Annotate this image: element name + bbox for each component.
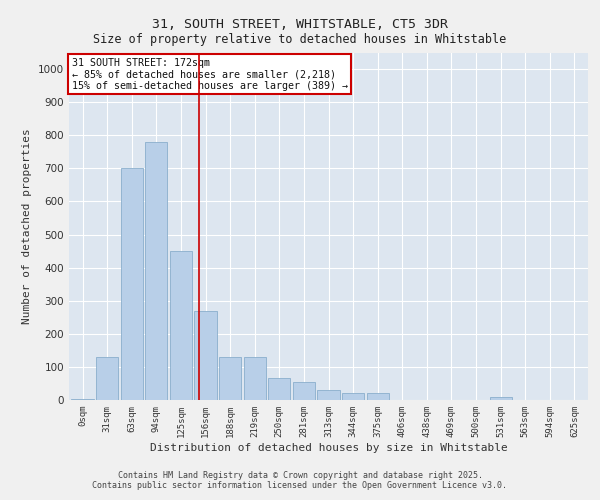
Bar: [342, 394, 364, 400]
Bar: [170, 251, 192, 400]
Text: 31 SOUTH STREET: 172sqm
← 85% of detached houses are smaller (2,218)
15% of semi: 31 SOUTH STREET: 172sqm ← 85% of detache…: [71, 58, 347, 91]
Bar: [219, 357, 241, 400]
Bar: [145, 142, 167, 400]
Bar: [194, 310, 217, 400]
Bar: [293, 382, 315, 400]
Text: Size of property relative to detached houses in Whitstable: Size of property relative to detached ho…: [94, 32, 506, 46]
Bar: [490, 396, 512, 400]
X-axis label: Distribution of detached houses by size in Whitstable: Distribution of detached houses by size …: [149, 442, 508, 452]
Bar: [317, 390, 340, 400]
Y-axis label: Number of detached properties: Number of detached properties: [22, 128, 32, 324]
Text: Contains HM Land Registry data © Crown copyright and database right 2025.
Contai: Contains HM Land Registry data © Crown c…: [92, 470, 508, 490]
Bar: [268, 378, 290, 400]
Bar: [121, 168, 143, 400]
Bar: [96, 357, 118, 400]
Text: 31, SOUTH STREET, WHITSTABLE, CT5 3DR: 31, SOUTH STREET, WHITSTABLE, CT5 3DR: [152, 18, 448, 30]
Bar: [367, 394, 389, 400]
Bar: [244, 357, 266, 400]
